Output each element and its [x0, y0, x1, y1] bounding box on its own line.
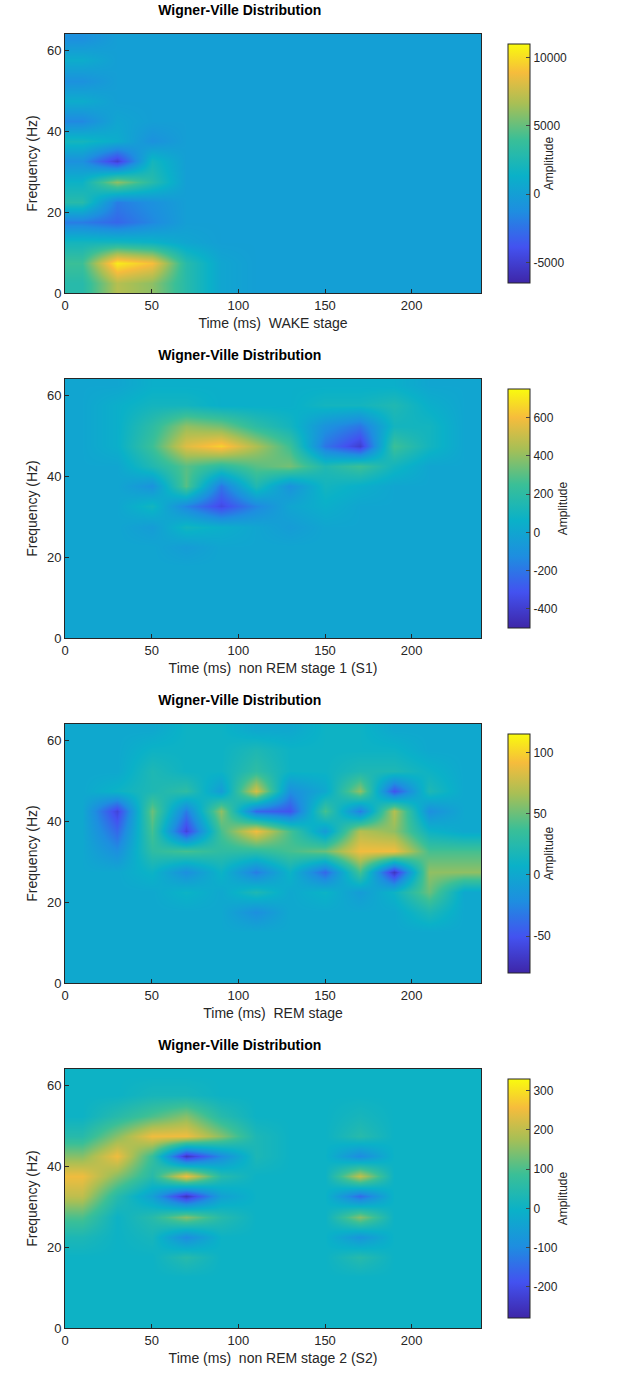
svg-text:-400: -400 [533, 602, 557, 616]
svg-text:100: 100 [533, 746, 553, 760]
svg-text:0: 0 [54, 631, 61, 646]
svg-text:0: 0 [61, 1333, 68, 1348]
svg-text:50: 50 [144, 643, 158, 658]
svg-text:100: 100 [227, 1333, 249, 1348]
svg-text:Wigner-Ville Distribution: Wigner-Ville Distribution [158, 347, 321, 363]
svg-text:200: 200 [533, 1123, 553, 1137]
svg-text:20: 20 [47, 550, 61, 565]
svg-text:40: 40 [47, 469, 61, 484]
svg-text:Wigner-Ville Distribution: Wigner-Ville Distribution [158, 2, 321, 18]
svg-text:40: 40 [47, 814, 61, 829]
svg-text:0: 0 [533, 868, 540, 882]
svg-text:60: 60 [47, 1078, 61, 1093]
svg-text:Frequency (Hz): Frequency (Hz) [24, 115, 40, 211]
svg-text:Time (ms) non REM stage 2 (S2: Time (ms) non REM stage 2 (S2) [169, 1350, 378, 1366]
svg-text:200: 200 [533, 487, 553, 501]
svg-text:0: 0 [533, 526, 540, 540]
svg-text:Time (ms) WAKE stage: Time (ms) WAKE stage [198, 315, 347, 331]
svg-text:200: 200 [401, 1333, 423, 1348]
svg-text:Time (ms) REM stage: Time (ms) REM stage [203, 1005, 343, 1021]
svg-text:20: 20 [47, 205, 61, 220]
svg-text:60: 60 [47, 43, 61, 58]
svg-text:Frequency (Hz): Frequency (Hz) [24, 805, 40, 901]
svg-text:400: 400 [533, 449, 553, 463]
svg-text:150: 150 [314, 298, 336, 313]
svg-text:50: 50 [144, 1333, 158, 1348]
svg-text:Amplitude: Amplitude [556, 482, 570, 536]
svg-text:50: 50 [144, 988, 158, 1003]
svg-text:200: 200 [401, 643, 423, 658]
svg-text:0: 0 [54, 976, 61, 991]
svg-text:60: 60 [47, 388, 61, 403]
svg-text:100: 100 [227, 298, 249, 313]
svg-text:-200: -200 [533, 564, 557, 578]
svg-text:0: 0 [61, 643, 68, 658]
svg-text:40: 40 [47, 1159, 61, 1174]
svg-text:20: 20 [47, 895, 61, 910]
svg-text:Frequency (Hz): Frequency (Hz) [24, 1150, 40, 1246]
svg-text:20: 20 [47, 1240, 61, 1255]
svg-text:0: 0 [533, 1202, 540, 1216]
svg-text:Time (ms) non REM stage 1 (S1: Time (ms) non REM stage 1 (S1) [169, 660, 378, 676]
svg-text:200: 200 [401, 298, 423, 313]
svg-text:100: 100 [227, 988, 249, 1003]
svg-text:10000: 10000 [533, 51, 567, 65]
svg-text:300: 300 [533, 1084, 553, 1098]
svg-text:Frequency (Hz): Frequency (Hz) [24, 460, 40, 556]
svg-text:5000: 5000 [533, 119, 560, 133]
svg-text:Amplitude: Amplitude [542, 827, 556, 881]
svg-text:40: 40 [47, 124, 61, 139]
svg-text:150: 150 [314, 643, 336, 658]
svg-text:0: 0 [54, 286, 61, 301]
svg-text:-200: -200 [533, 1280, 557, 1294]
svg-text:150: 150 [314, 988, 336, 1003]
svg-text:-100: -100 [533, 1241, 557, 1255]
svg-text:0: 0 [54, 1321, 61, 1336]
svg-text:60: 60 [47, 733, 61, 748]
svg-text:100: 100 [227, 643, 249, 658]
svg-text:100: 100 [533, 1162, 553, 1176]
svg-text:0: 0 [533, 187, 540, 201]
svg-text:0: 0 [61, 988, 68, 1003]
svg-text:-50: -50 [533, 929, 551, 943]
svg-text:150: 150 [314, 1333, 336, 1348]
svg-text:Amplitude: Amplitude [542, 137, 556, 191]
svg-text:Amplitude: Amplitude [556, 1172, 570, 1226]
svg-text:Wigner-Ville Distribution: Wigner-Ville Distribution [158, 1037, 321, 1053]
svg-text:50: 50 [533, 807, 547, 821]
svg-text:50: 50 [144, 298, 158, 313]
svg-text:600: 600 [533, 411, 553, 425]
svg-text:200: 200 [401, 988, 423, 1003]
svg-text:0: 0 [61, 298, 68, 313]
svg-text:Wigner-Ville Distribution: Wigner-Ville Distribution [158, 692, 321, 708]
svg-text:-5000: -5000 [533, 256, 564, 270]
